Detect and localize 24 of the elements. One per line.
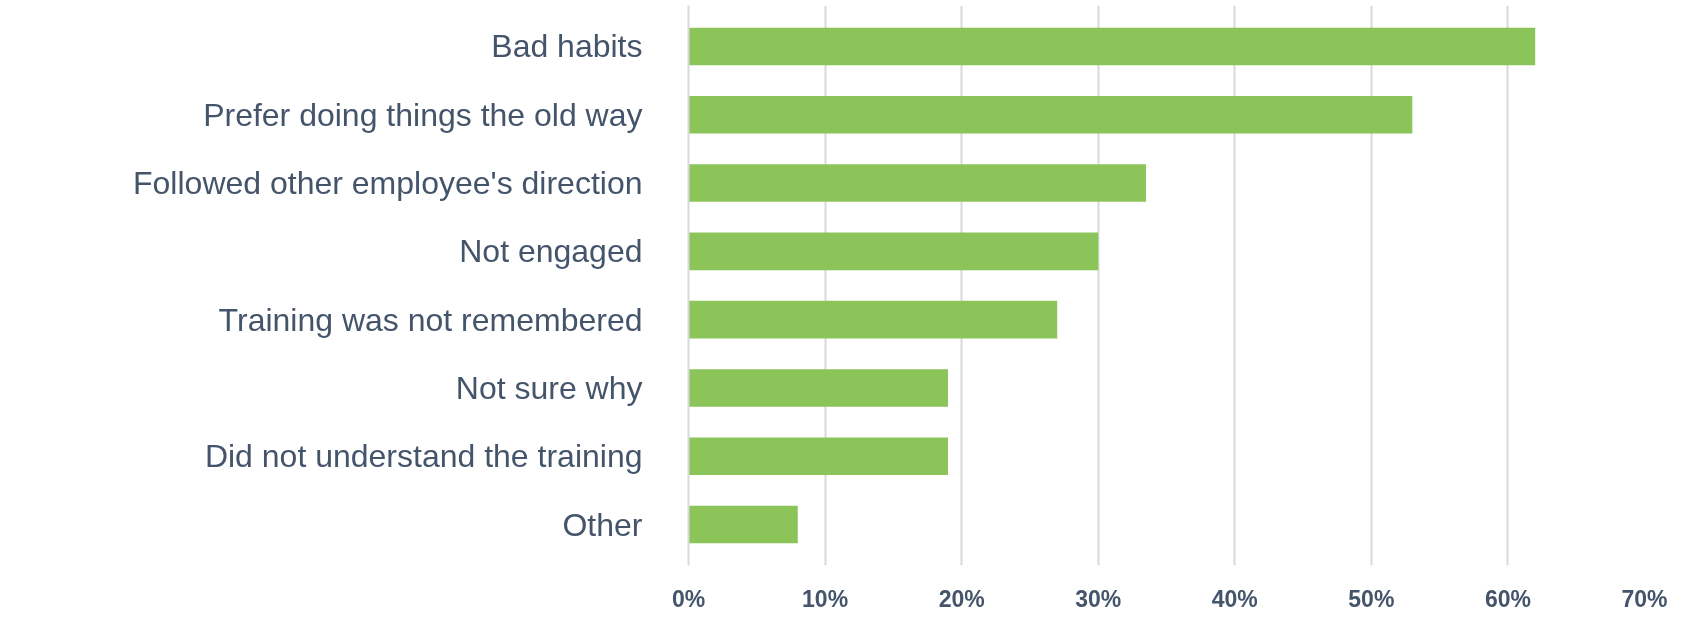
y-tick-label: Prefer doing things the old way [203, 96, 643, 133]
x-tick-label: 20% [938, 585, 985, 612]
x-tick-label: 0% [671, 585, 706, 612]
bar [688, 232, 1099, 271]
x-tick-label: 60% [1484, 585, 1531, 612]
bar [688, 369, 948, 407]
y-tick-label: Did not understand the training [204, 438, 643, 475]
x-tick-label: 70% [1621, 585, 1668, 612]
x-tick-label: 30% [1075, 585, 1122, 612]
bar [688, 437, 948, 476]
y-tick-label: Not sure why [455, 369, 643, 406]
x-tick-label: 10% [802, 585, 849, 612]
y-tick-label: Not engaged [459, 233, 643, 270]
bar [688, 95, 1413, 134]
x-tick-label: 50% [1348, 585, 1395, 612]
y-tick-label: Other [562, 506, 643, 543]
y-tick-label: Training was not remembered [218, 301, 643, 338]
bar [688, 164, 1147, 202]
bar [688, 505, 798, 544]
x-tick-label: 40% [1211, 585, 1258, 612]
bar [688, 27, 1536, 66]
y-tick-label: Bad habits [491, 28, 643, 65]
y-tick-label: Followed other employee's direction [133, 165, 643, 202]
bar [688, 300, 1058, 339]
